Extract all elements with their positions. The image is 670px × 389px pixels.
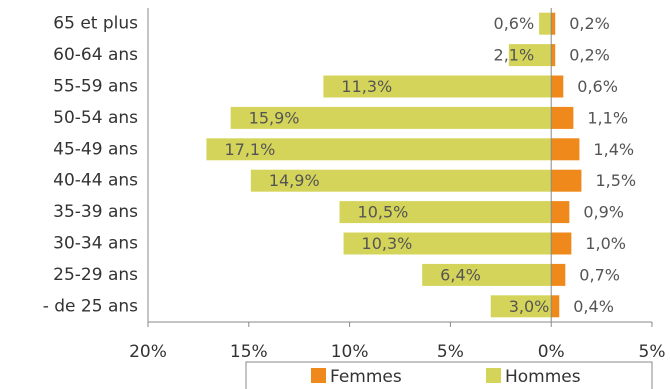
x-tick-label: 10% <box>331 342 369 362</box>
value-label: 10,5% <box>358 203 409 222</box>
bar <box>551 201 570 224</box>
y-tick-label: 25-29 ans <box>53 265 138 285</box>
bar <box>551 44 556 67</box>
bar <box>508 44 552 67</box>
legend-label: Hommes <box>505 367 581 387</box>
value-label: 17,1% <box>224 140 275 159</box>
value-label: 0,2% <box>569 14 610 33</box>
value-label: 3,0% <box>509 297 550 316</box>
bar <box>539 12 552 35</box>
bar <box>230 106 552 129</box>
y-tick-label: 30-34 ans <box>53 234 138 254</box>
bar <box>323 75 552 98</box>
value-label: 2,1% <box>494 46 535 65</box>
value-label: 0,6% <box>577 77 618 96</box>
bar <box>551 138 580 161</box>
bar <box>206 138 552 161</box>
legend-swatch <box>486 368 501 383</box>
bar <box>551 169 582 192</box>
bar <box>551 75 564 98</box>
x-tick-label: 0% <box>538 342 565 362</box>
value-label: 0,6% <box>494 14 535 33</box>
legend-swatch <box>311 368 326 383</box>
value-label: 1,4% <box>593 140 634 159</box>
bar <box>551 12 556 35</box>
value-label: 1,1% <box>587 108 628 127</box>
x-tick-label: 5% <box>639 342 666 362</box>
legend-box <box>245 361 653 389</box>
y-tick-label: 35-39 ans <box>53 202 138 222</box>
value-label: 1,5% <box>595 171 636 190</box>
bar <box>250 169 552 192</box>
x-tick-label: 20% <box>129 342 167 362</box>
value-label: 0,2% <box>569 46 610 65</box>
x-tick-label: 15% <box>230 342 268 362</box>
y-tick-label: 65 et plus <box>53 14 138 34</box>
y-tick-label: 40-44 ans <box>53 171 138 191</box>
value-label: 6,4% <box>440 265 481 284</box>
value-label: 1,0% <box>585 234 626 253</box>
bar <box>551 263 566 286</box>
bar <box>551 295 560 318</box>
y-tick-label: 45-49 ans <box>53 139 138 159</box>
x-tick-label: 5% <box>437 342 464 362</box>
value-label: 0,7% <box>579 265 620 284</box>
legend-label: Femmes <box>330 367 402 387</box>
value-label: 11,3% <box>341 77 392 96</box>
value-label: 15,9% <box>249 108 300 127</box>
value-label: 10,3% <box>362 234 413 253</box>
bar <box>490 295 552 318</box>
bar <box>551 232 572 255</box>
bar <box>551 106 574 129</box>
value-label: 14,9% <box>269 171 320 190</box>
y-tick-label: 50-54 ans <box>53 108 138 128</box>
value-label: 0,9% <box>583 203 624 222</box>
bar <box>343 232 552 255</box>
y-tick-label: 60-64 ans <box>53 45 138 65</box>
bar <box>422 263 552 286</box>
value-label: 0,4% <box>573 297 614 316</box>
y-tick-label: - de 25 ans <box>43 296 138 316</box>
bar <box>339 201 552 224</box>
y-tick-label: 55-59 ans <box>53 77 138 97</box>
